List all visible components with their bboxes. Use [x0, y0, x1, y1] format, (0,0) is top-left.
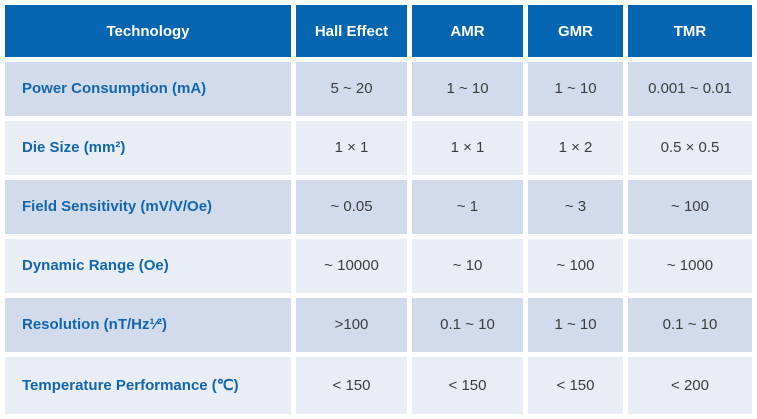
value-cell: ~ 100 [628, 179, 752, 234]
value-cell: < 150 [412, 356, 523, 414]
row-label: Die Size (mm²) [5, 120, 291, 175]
value-cell: 1 ~ 10 [528, 297, 623, 352]
value-cell: 1 ~ 10 [528, 62, 623, 116]
value-cell: 0.001 ~ 0.01 [628, 62, 752, 116]
value-cell: ~ 1000 [628, 238, 752, 293]
table-body: Power Consumption (mA) 5 ~ 20 1 ~ 10 1 ~ 10… [5, 62, 752, 414]
value-cell: ~ 10 [412, 238, 523, 293]
value-cell: 0.5 × 0.5 [628, 120, 752, 175]
value-cell: 1 × 1 [296, 120, 407, 175]
column-header-tmr: TMR [628, 5, 752, 57]
value-cell: < 200 [628, 356, 752, 414]
table-row: Resolution (nT/Hz¹⁄²) >100 0.1 ~ 10 1 ~ 10 0… [5, 297, 752, 352]
row-label: Resolution (nT/Hz¹⁄²) [5, 297, 291, 352]
table-header: Technology Hall Effect AMR GMR TMR [5, 5, 752, 57]
value-cell: ~ 10000 [296, 238, 407, 293]
column-header-technology: Technology [5, 5, 291, 57]
value-cell: 5 ~ 20 [296, 62, 407, 116]
value-cell: < 150 [528, 356, 623, 414]
table-row: Dynamic Range (Oe) ~ 10000 ~ 10 ~ 100 ~ 1000 [5, 238, 752, 293]
value-cell: < 150 [296, 356, 407, 414]
row-label: Temperature Performance (℃) [5, 356, 291, 414]
value-cell: >100 [296, 297, 407, 352]
column-header-hall-effect: Hall Effect [296, 5, 407, 57]
row-label: Dynamic Range (Oe) [5, 238, 291, 293]
value-cell: ~ 1 [412, 179, 523, 234]
table-row: Power Consumption (mA) 5 ~ 20 1 ~ 10 1 ~ 10… [5, 62, 752, 116]
table-row: Field Sensitivity (mV/V/Oe) ~ 0.05 ~ 1 ~ 3 ~… [5, 179, 752, 234]
value-cell: 1 × 2 [528, 120, 623, 175]
table-row: Temperature Performance (℃) < 150 < 150 < 1… [5, 356, 752, 414]
header-row: Technology Hall Effect AMR GMR TMR [5, 5, 752, 57]
value-cell: 0.1 ~ 10 [412, 297, 523, 352]
value-cell: ~ 100 [528, 238, 623, 293]
row-label: Power Consumption (mA) [5, 62, 291, 116]
value-cell: ~ 0.05 [296, 179, 407, 234]
column-header-gmr: GMR [528, 5, 623, 57]
column-header-amr: AMR [412, 5, 523, 57]
value-cell: ~ 3 [528, 179, 623, 234]
value-cell: 1 ~ 10 [412, 62, 523, 116]
row-label: Field Sensitivity (mV/V/Oe) [5, 179, 291, 234]
value-cell: 1 × 1 [412, 120, 523, 175]
value-cell: 0.1 ~ 10 [628, 297, 752, 352]
